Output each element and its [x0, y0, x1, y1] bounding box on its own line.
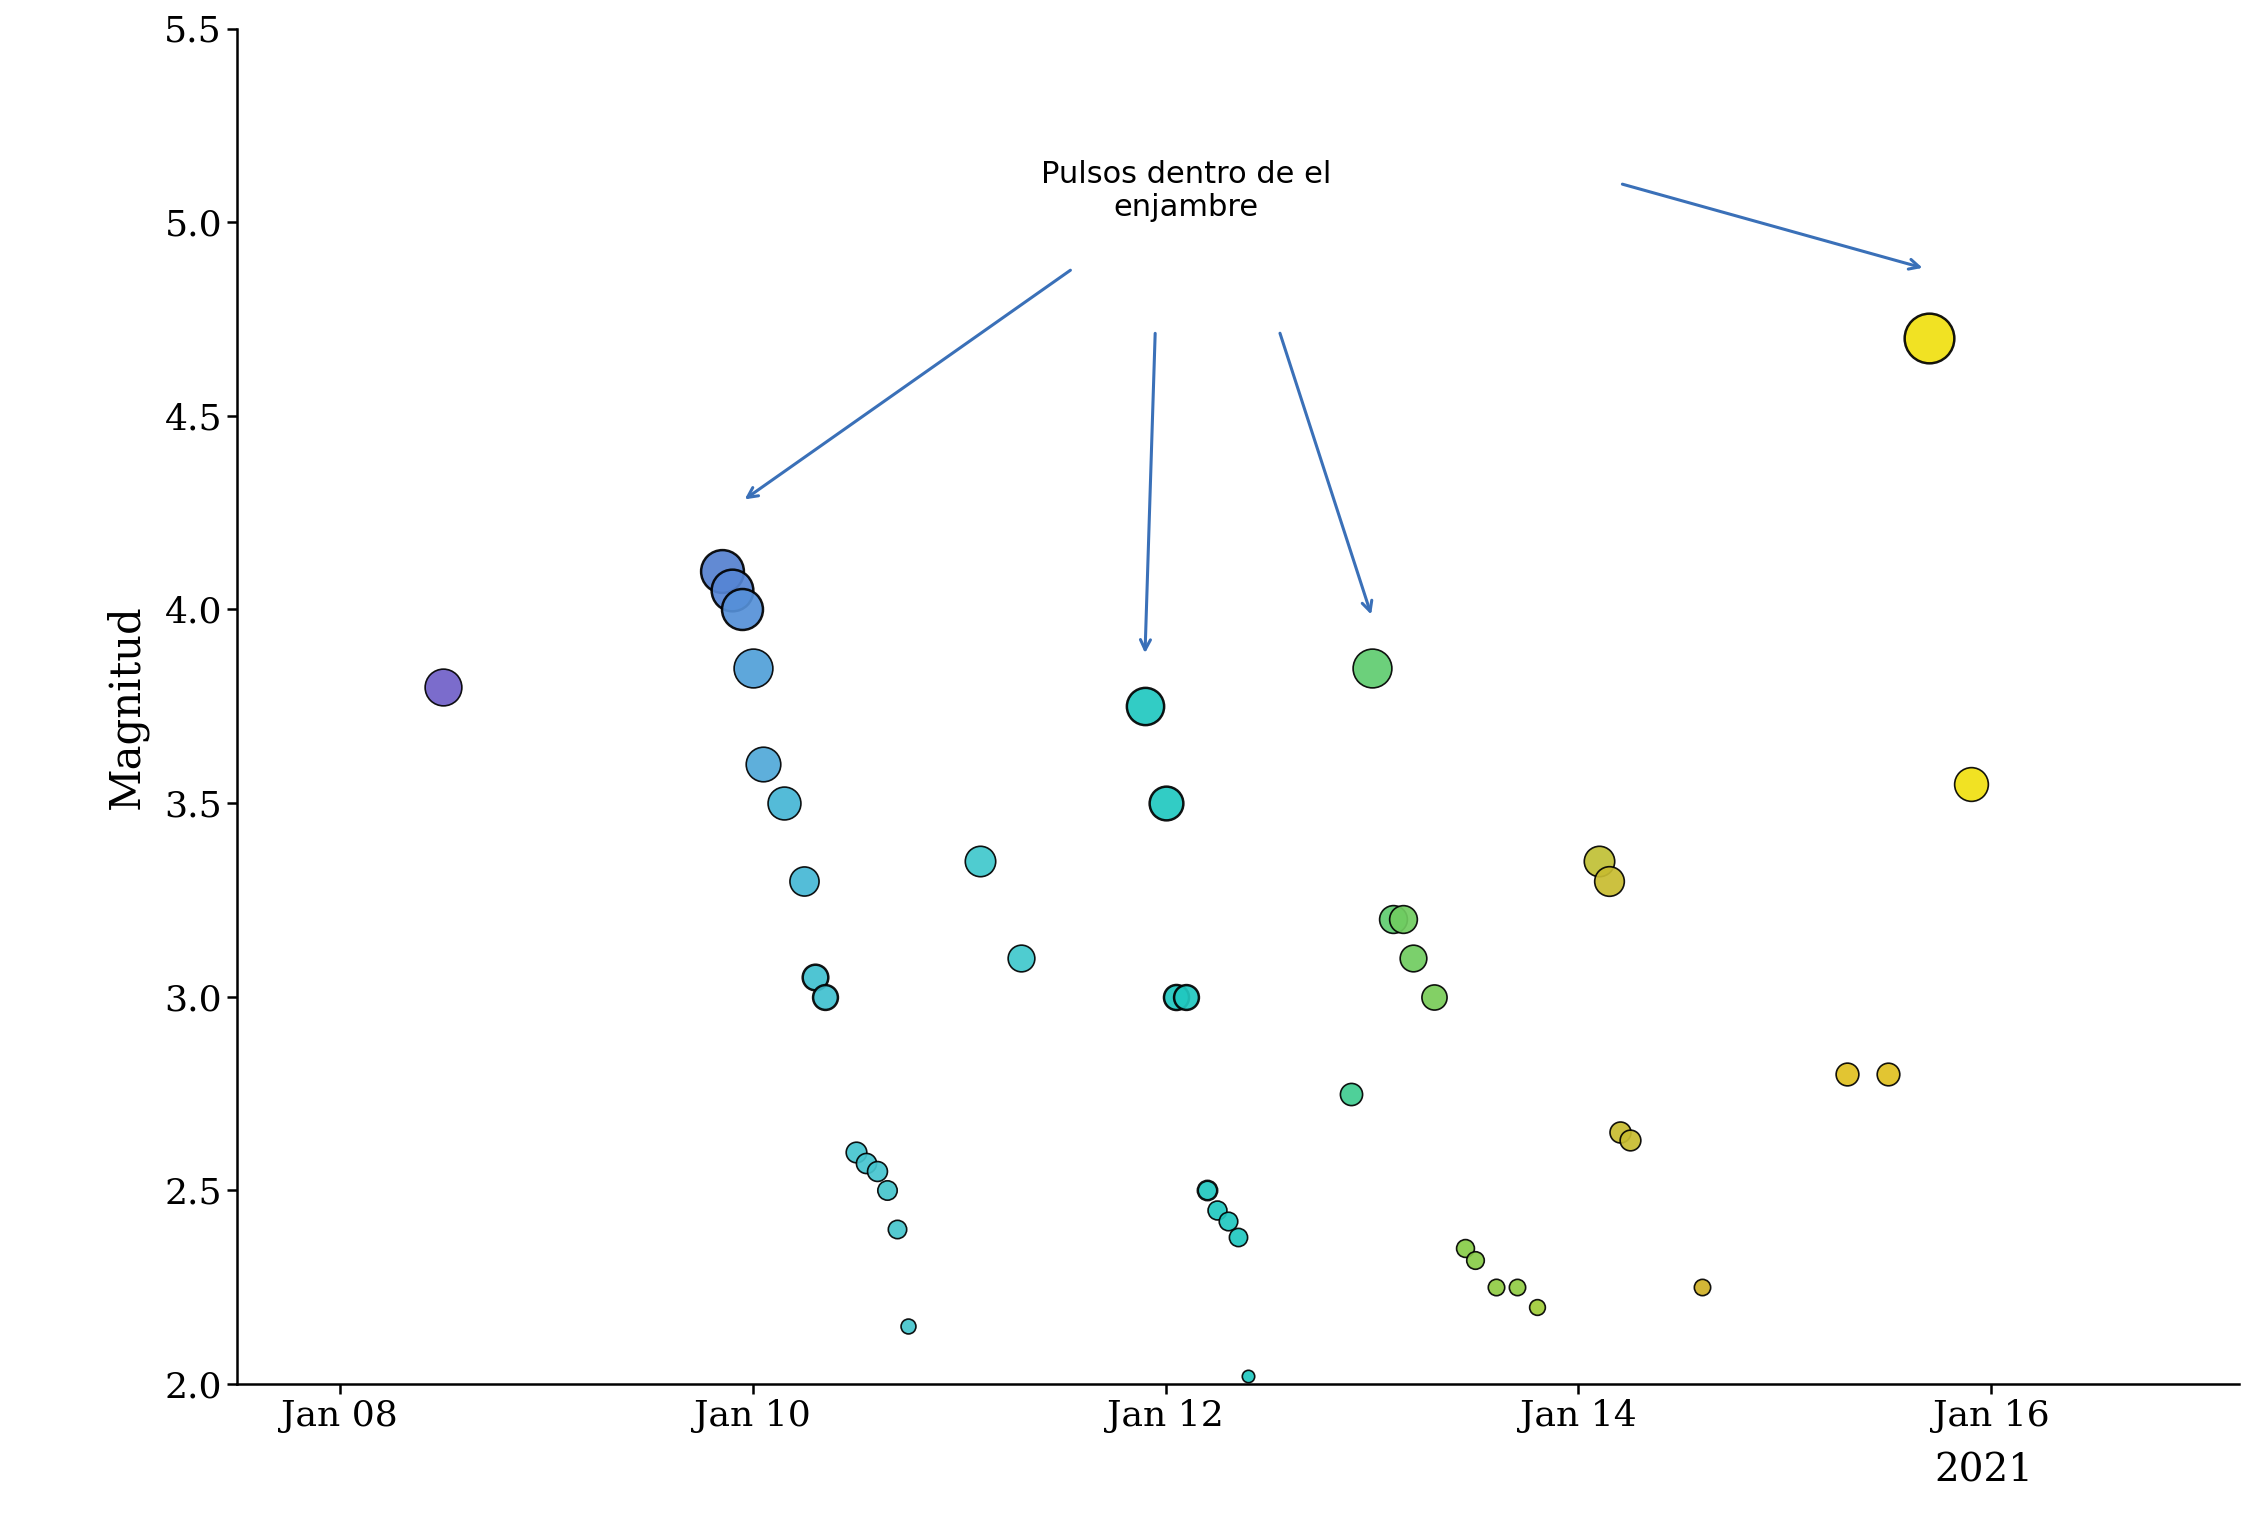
Point — [1447, 1237, 1483, 1261]
Point — [1199, 1198, 1235, 1223]
Point — [1519, 1294, 1555, 1318]
Point — [1499, 1275, 1535, 1300]
Point — [735, 654, 771, 679]
Point — [838, 1140, 875, 1164]
Point — [859, 1158, 895, 1183]
Point — [426, 675, 462, 699]
Point — [1952, 772, 1988, 796]
Point — [1355, 654, 1391, 679]
Point — [868, 1178, 904, 1203]
Y-axis label: Magnitud: Magnitud — [106, 604, 149, 809]
Point — [1416, 984, 1452, 1009]
Point — [1219, 1224, 1255, 1249]
Point — [1871, 1063, 1907, 1087]
Point — [1375, 907, 1411, 932]
Text: Pulsos dentro de el
enjambre: Pulsos dentro de el enjambre — [1041, 160, 1332, 222]
Point — [796, 966, 832, 990]
Point — [1188, 1178, 1224, 1203]
Point — [1384, 907, 1420, 932]
Point — [1210, 1209, 1246, 1234]
Point — [1591, 869, 1627, 893]
Point — [1003, 946, 1039, 970]
Point — [1147, 790, 1183, 815]
Point — [1603, 1120, 1639, 1144]
Point — [703, 559, 739, 584]
Point — [1334, 1081, 1370, 1106]
Text: 2021: 2021 — [1934, 1452, 2033, 1489]
Point — [1828, 1063, 1864, 1087]
Point — [746, 752, 782, 776]
Point — [962, 849, 999, 873]
Point — [1479, 1275, 1515, 1300]
Point — [890, 1314, 926, 1338]
Point — [1395, 946, 1431, 970]
Point — [724, 598, 760, 622]
Point — [1684, 1275, 1720, 1300]
Point — [715, 578, 751, 602]
Point — [766, 790, 802, 815]
Point — [1231, 1364, 1267, 1389]
Point — [848, 1150, 884, 1175]
Point — [1911, 326, 1947, 351]
Point — [1127, 695, 1163, 719]
Point — [787, 869, 823, 893]
Point — [1456, 1247, 1492, 1272]
Point — [1168, 984, 1204, 1009]
Point — [1612, 1127, 1648, 1152]
Point — [1159, 984, 1195, 1009]
Point — [879, 1217, 915, 1241]
Point — [807, 984, 843, 1009]
Point — [1580, 849, 1616, 873]
